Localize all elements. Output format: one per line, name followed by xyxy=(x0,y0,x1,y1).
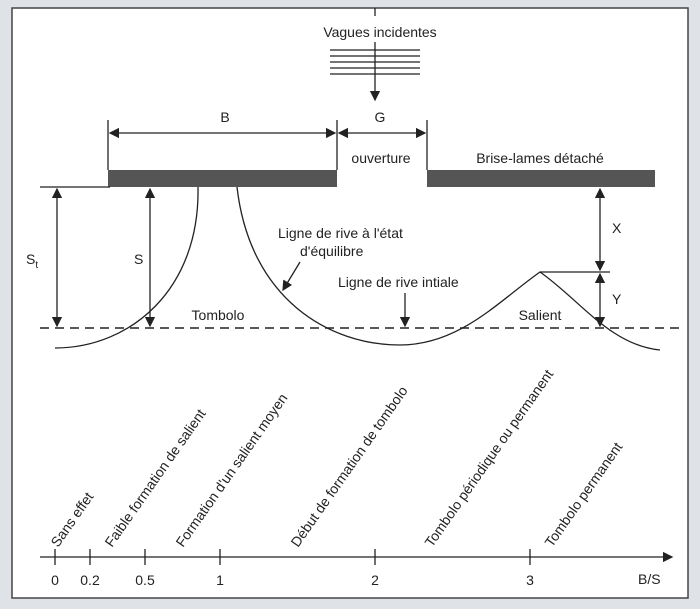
opening-label: ouverture xyxy=(351,150,410,166)
tick-label: 3 xyxy=(526,572,534,588)
leader xyxy=(282,261,301,292)
equilibrium-label: Ligne de rive à l'état xyxy=(278,225,403,241)
breakwater xyxy=(108,170,337,187)
breakwater-label: Brise-lames détaché xyxy=(476,150,604,166)
tick-label: 2 xyxy=(371,572,379,588)
frame xyxy=(11,7,689,599)
axis-label: B/S xyxy=(638,571,661,587)
initial-label: Ligne de rive intiale xyxy=(338,274,459,290)
tombolo-label: Tombolo xyxy=(192,307,245,323)
dim-x: X xyxy=(612,220,622,236)
tick-label: 0.2 xyxy=(80,572,100,588)
tombolo-curve xyxy=(54,186,199,349)
waves-label: Vagues incidentes xyxy=(323,24,436,40)
dim-s: S xyxy=(134,251,143,267)
tick-label: 0.5 xyxy=(135,572,155,588)
tick-label: 1 xyxy=(216,572,224,588)
dim-y: Y xyxy=(612,291,622,307)
breakwater xyxy=(427,170,655,187)
equilibrium-label: d'équilibre xyxy=(300,243,364,259)
dim-g: G xyxy=(375,109,386,125)
dimension-lines xyxy=(107,120,428,170)
salient-label: Salient xyxy=(519,307,562,323)
tick-label: 0 xyxy=(51,572,59,588)
dim-st: St xyxy=(26,251,38,271)
equilibrium-curve xyxy=(236,186,661,351)
dim-b: B xyxy=(220,109,229,125)
